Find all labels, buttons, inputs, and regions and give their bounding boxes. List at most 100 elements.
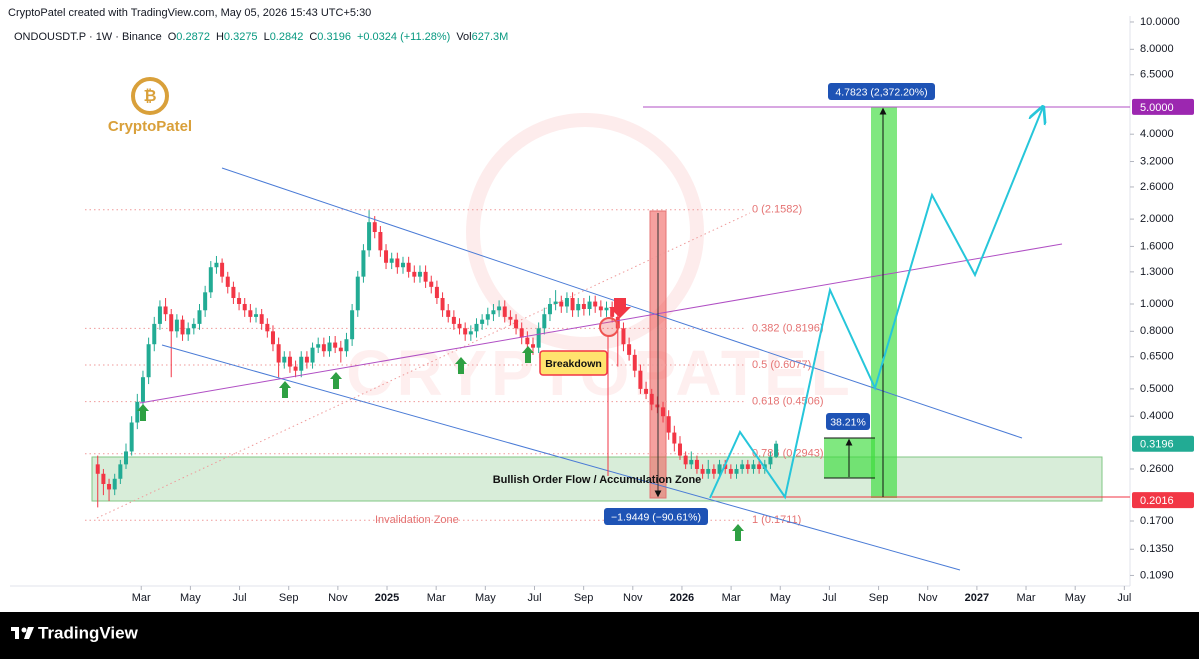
small-gain-label-box [826, 413, 870, 430]
candle-body [672, 432, 677, 444]
candle-body [429, 281, 434, 287]
candle-body [649, 393, 654, 405]
candle-body [378, 231, 383, 251]
x-tick-label: 2027 [965, 592, 989, 604]
small-gain-label: 38.21% [830, 416, 866, 428]
candle-body [220, 262, 225, 277]
candle-body [310, 347, 315, 363]
candle-body [700, 468, 705, 474]
candle-body [417, 271, 422, 277]
candle-body [666, 416, 671, 433]
price-tag-label: 0.2016 [1140, 495, 1174, 507]
candle-body [463, 328, 468, 335]
candle-body [112, 478, 117, 490]
legend-key: H [215, 31, 224, 43]
footer-logo-icon [15, 627, 19, 639]
x-tick-label: May [475, 592, 496, 604]
candle-body [581, 303, 586, 309]
legend-value: 0.3275 [223, 31, 258, 43]
candle-body [542, 314, 547, 329]
candle-body [152, 323, 157, 345]
price-tag-label: 5.0000 [1140, 102, 1174, 114]
legend-value: 0.2842 [269, 31, 304, 43]
candle-body [140, 377, 145, 402]
x-tick-label: Jul [527, 592, 541, 604]
price-tag [1132, 492, 1194, 509]
candle-body [367, 222, 372, 251]
candle-body [361, 250, 366, 277]
x-tick-label: Nov [328, 592, 348, 604]
x-tick-label: 2025 [375, 592, 399, 604]
legend-key: Vol [456, 31, 472, 43]
buy-arrow [330, 372, 342, 389]
candle-body [118, 464, 123, 479]
candle-body [610, 307, 615, 317]
projection-path [709, 107, 1043, 500]
candle-body [412, 271, 417, 277]
x-tick-label: Nov [623, 592, 643, 604]
logo-mark: ₿ [143, 87, 156, 105]
legend-value: 627.3M [471, 31, 509, 43]
drop-label: −1.9449 (−90.61%) [611, 511, 701, 523]
candle-body [214, 262, 219, 268]
fib-label: 0.382 (0.8196) [752, 322, 824, 334]
x-tick-label: Jul [822, 592, 836, 604]
candle-body [593, 301, 598, 307]
x-tick-label: Mar [132, 592, 151, 604]
candle-body [576, 303, 581, 311]
y-tick-label: 3.2000 [1140, 155, 1174, 167]
y-tick-label: 6.5000 [1140, 69, 1174, 81]
y-tick-label: 1.0000 [1140, 298, 1174, 310]
candle-body [203, 292, 208, 311]
candle-body [497, 306, 502, 311]
candle-body [728, 468, 733, 474]
fib-label: 0.5 (0.6077) [752, 359, 811, 371]
y-tick-label: 0.5000 [1140, 383, 1174, 395]
legend-key: L [263, 31, 270, 43]
x-tick-label: Sep [279, 592, 299, 604]
buy-arrow [522, 346, 534, 363]
candle-body [350, 310, 355, 340]
x-tick-label: May [1065, 592, 1086, 604]
candle-body [423, 271, 428, 282]
footer-logo-icon [24, 627, 34, 639]
candle-body [457, 323, 462, 329]
candle-body [694, 459, 699, 469]
candle-body [265, 323, 270, 332]
x-tick-label: Nov [918, 592, 938, 604]
candle-body [525, 337, 530, 345]
y-tick-label: 8.0000 [1140, 43, 1174, 55]
candle-body [129, 422, 134, 452]
legend-item: Vol627.3M [456, 31, 508, 43]
invalidation-label: Invalidation Zone [375, 514, 459, 526]
candle-body [734, 468, 739, 474]
candle-body [711, 468, 716, 474]
candle-body [587, 301, 592, 309]
x-tick-label: May [770, 592, 791, 604]
candle-body [677, 443, 682, 456]
candle-body [146, 344, 151, 378]
candle-body [327, 342, 332, 352]
candle-body [186, 328, 191, 335]
legend-item: C0.3196 [309, 31, 351, 43]
legend-key: O [167, 31, 177, 43]
candle-body [655, 404, 660, 408]
price-tag [1132, 98, 1194, 115]
candle-body [434, 286, 439, 299]
candle-body [751, 464, 756, 469]
price-tag [1132, 435, 1194, 452]
trend-line [161, 344, 961, 571]
symbol: ONDOUSDT.P · 1W · Binance [14, 31, 162, 43]
candle-body [757, 464, 762, 469]
y-tick-label: 0.4000 [1140, 410, 1174, 422]
candle-body [706, 468, 711, 474]
candle-body [745, 464, 750, 469]
candle-body [689, 459, 694, 465]
candle-body [372, 222, 377, 232]
buy-arrow [137, 404, 149, 421]
candle-body [259, 314, 264, 324]
y-tick-label: 1.6000 [1140, 240, 1174, 252]
x-tick-label: May [180, 592, 201, 604]
